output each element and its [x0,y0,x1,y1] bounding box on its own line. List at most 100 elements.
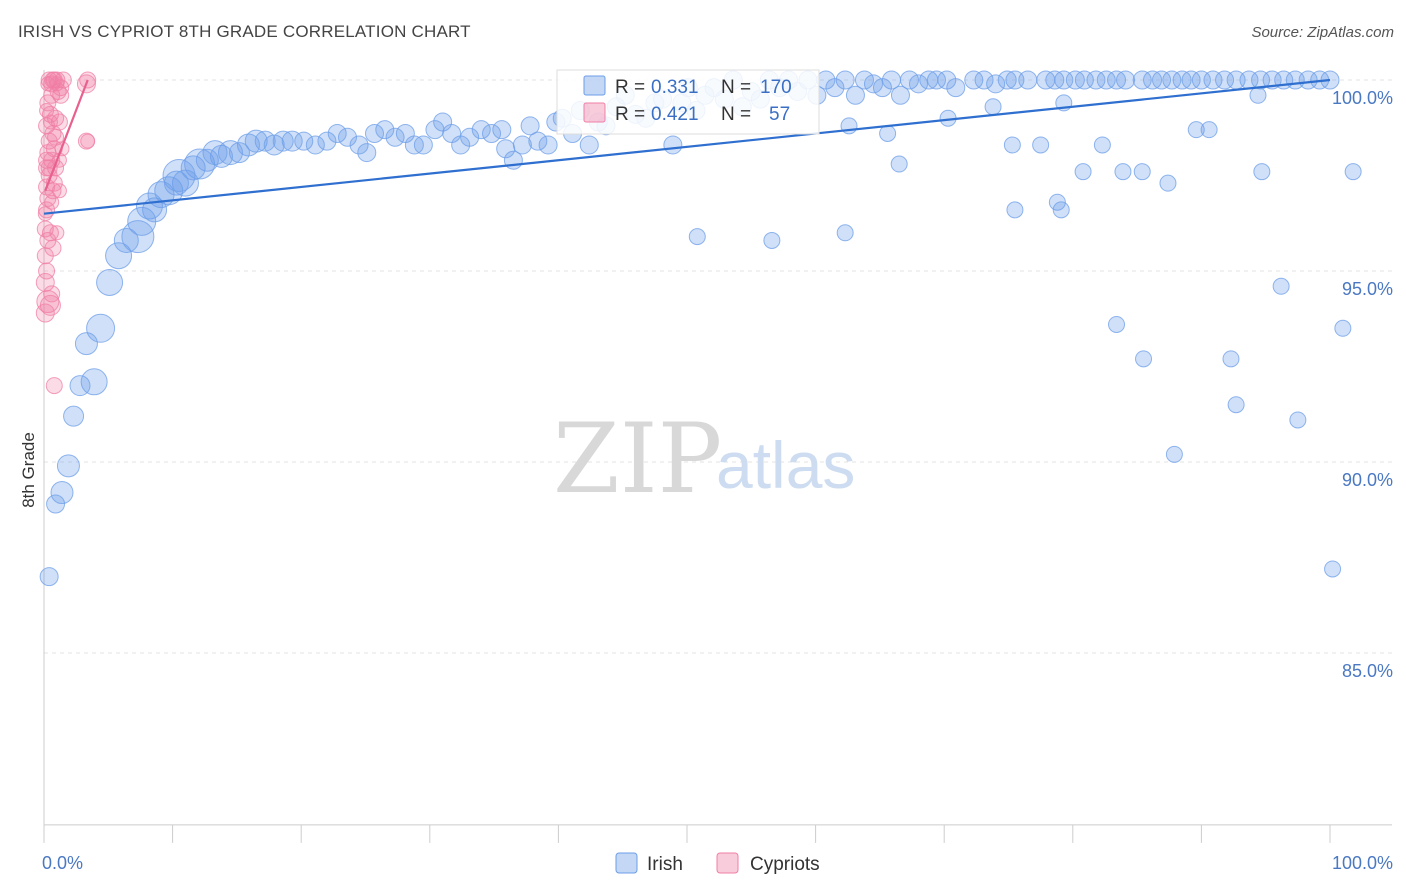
legend-cypriots-label[interactable]: Cypriots [750,854,820,875]
irish-point [180,155,206,181]
irish-point [1344,163,1362,181]
irish-point [327,123,347,143]
irish-point [1162,70,1182,90]
irish-point [1018,70,1038,90]
irish-point [1251,70,1271,90]
irish-point [281,130,303,152]
cypriots-point [38,262,56,280]
irish-point [1032,136,1050,154]
irish-point [217,140,243,166]
irish-point [1289,411,1307,429]
irish-point [835,70,855,90]
irish-point [1203,70,1223,90]
cypriots-point [52,86,70,104]
irish-point [162,159,196,192]
cypriots-point [43,285,61,303]
irish-point [1253,163,1271,181]
chart-title: IRISH VS CYPRIOT 8TH GRADE CORRELATION C… [18,22,471,41]
legend-cypriots-swatch[interactable] [716,852,739,874]
y-tick-label: 85.0% [1342,661,1393,681]
irish-point [1165,445,1183,463]
irish-point [1114,163,1132,181]
irish-point [1159,174,1177,192]
irish-point [195,148,219,172]
trend-lines [43,78,1331,215]
irish-point [908,74,928,94]
irish-point [357,143,377,163]
legend-irish-swatch[interactable] [615,852,638,874]
irish-point [272,130,294,152]
y-axis-label: 8th Grade [19,432,38,508]
irish-point [1006,201,1024,219]
irish-point [492,120,512,140]
irish-point [986,74,1006,94]
irish-point [1096,70,1116,90]
irish-trend-line [43,78,1331,215]
bottom-legend: Irish Cypriots [615,852,820,875]
irish-r-label: R = [615,77,645,98]
irish-point [1191,70,1211,90]
irish-point [365,123,385,143]
irish-point [688,228,706,246]
irish-point [1181,70,1201,90]
cypriots-swatch [583,102,606,123]
irish-point [1227,396,1245,414]
cypriots-point [45,377,63,395]
irish-point [1074,70,1094,90]
irish-point [890,155,908,173]
irish-point [1324,560,1342,578]
cypriots-point [35,303,55,323]
irish-point [1135,350,1153,368]
irish-point [80,368,108,396]
irish-point [482,123,502,143]
irish-point [890,85,910,105]
irish-point [1108,315,1126,333]
source-label: Source: ZipAtlas.com [1251,24,1394,41]
irish-point [244,129,268,153]
watermark-atlas: atlas [716,428,855,502]
irish-point [579,135,599,155]
cypriots-r-label: R = [615,104,645,125]
irish-point [974,70,994,90]
irish-point [113,227,139,253]
irish-point [349,135,369,155]
axes [43,70,1392,843]
y-tick-label: 90.0% [1342,470,1393,490]
irish-n-label: N = [721,77,751,98]
irish-point [1003,136,1021,154]
irish-point [520,116,540,136]
irish-point [1187,121,1205,139]
irish-point [460,127,480,147]
irish-point [385,127,405,147]
irish-point [1086,70,1106,90]
irish-point [86,313,116,343]
irish-point [74,332,98,356]
irish-point [1200,121,1218,139]
irish-point [96,268,124,296]
irish-point [538,135,558,155]
legend-irish-label[interactable]: Irish [647,854,683,875]
irish-point [1334,319,1352,337]
irish-point [39,567,59,587]
irish-n-value: 170 [760,77,792,98]
cypriots-point [42,114,58,130]
gridlines [44,79,1392,654]
irish-point [375,120,395,140]
irish-point [202,140,228,166]
cypriots-point [49,225,65,241]
irish-point [926,70,946,90]
irish-point [1132,70,1152,90]
irish-point [663,135,683,155]
irish-point [63,405,85,427]
irish-swatch [583,75,606,96]
irish-point [105,242,133,270]
irish-point [1215,70,1235,90]
irish-r-value: 0.331 [651,77,699,98]
irish-point [512,135,532,155]
irish-point [337,127,357,147]
irish-point [1298,70,1318,90]
irish-point [964,70,984,90]
irish-point [825,78,845,98]
cypriots-points [35,71,97,395]
irish-point [528,131,548,151]
